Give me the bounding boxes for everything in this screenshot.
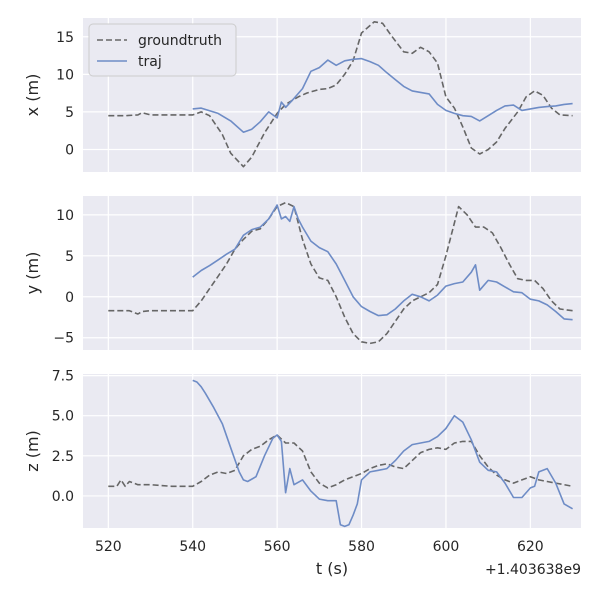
series-line-traj [192, 204, 573, 321]
x-axis-label: t (s) [316, 559, 348, 578]
panel-2: −5 0 5 10 y (m) [23, 196, 581, 350]
x-axis-offset-label: +1.403638e9 [485, 562, 581, 578]
series-line-traj [192, 379, 573, 528]
y-tick-label: 5 [65, 249, 74, 265]
panel-1: 0 5 10 15 x (m) groundtruth traj [23, 18, 581, 172]
legend-label-groundtruth: groundtruth [138, 33, 222, 49]
x-tick-label: 620 [517, 539, 544, 555]
legend-box [88, 23, 237, 77]
y-tick-label: 10 [56, 208, 74, 224]
y-tick-label: 0.0 [52, 489, 74, 505]
series-line-groundtruth [108, 201, 573, 345]
x-tick-label: 540 [179, 539, 206, 555]
y-tick-label: −5 [53, 331, 74, 347]
y-axis-label: z (m) [23, 430, 42, 472]
y-tick-label: 0 [65, 142, 74, 158]
x-tick-label: 520 [95, 539, 122, 555]
series-line-groundtruth [108, 20, 573, 168]
panel-3: 0.0 2.5 5.0 7.5 z (m) [23, 369, 581, 528]
x-tick-label: 560 [264, 539, 291, 555]
y-tick-label: 5.0 [52, 409, 74, 425]
y-axis-label: x (m) [23, 74, 42, 117]
y-tick-label: 5 [65, 105, 74, 121]
series-line-traj [192, 57, 573, 133]
y-tick-label: 7.5 [52, 369, 74, 385]
y-tick-label: 0 [65, 290, 74, 306]
series-line-groundtruth [108, 434, 573, 489]
x-tick-label: 580 [348, 539, 375, 555]
y-tick-label: 15 [56, 30, 74, 46]
y-tick-label: 2.5 [52, 449, 74, 465]
plot-area [83, 374, 581, 528]
plot-area [83, 196, 581, 350]
y-tick-label: 10 [56, 67, 74, 83]
x-tick-label: 600 [433, 539, 460, 555]
legend: groundtruth traj [88, 23, 237, 77]
legend-label-traj: traj [138, 54, 162, 70]
y-axis-label: y (m) [23, 252, 42, 295]
